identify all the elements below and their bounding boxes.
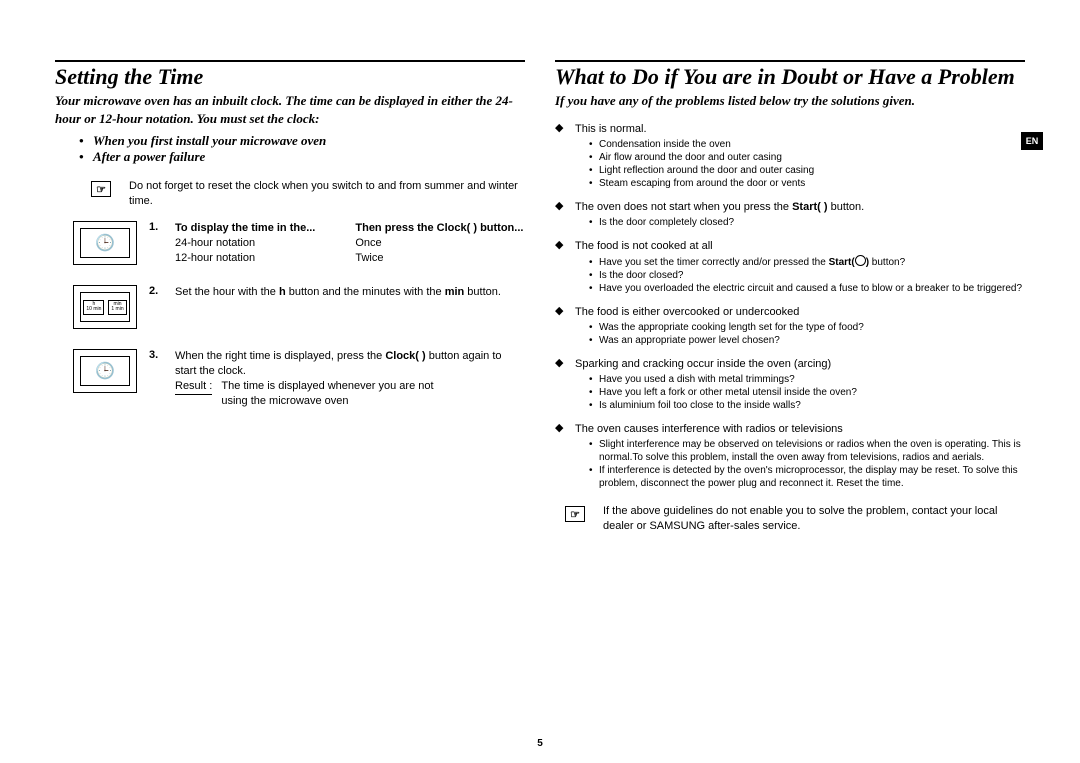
problem-heading: ◆This is normal. (555, 122, 1025, 136)
rule (55, 60, 525, 62)
step1-col1-header: To display the time in the... (175, 221, 315, 236)
step-1: 🕒 1. To display the time in the... 24-ho… (55, 221, 525, 266)
right-column: What to Do if You are in Doubt or Have a… (555, 60, 1025, 546)
problem-subitem: Have you left a fork or other metal uten… (589, 386, 1025, 399)
note-text: Do not forget to reset the clock when yo… (129, 179, 525, 209)
step-2: h10 min min1 min 2. Set the hour with th… (55, 285, 525, 329)
step1-col2-header: Then press the Clock( ) button... (355, 221, 523, 236)
problem-heading: ◆The food is not cooked at all (555, 239, 1025, 253)
step-body: Set the hour with the h button and the m… (175, 285, 525, 300)
problem-sublist: Slight interference may be observed on t… (555, 438, 1025, 490)
problem-item: ◆Sparking and cracking occur inside the … (555, 357, 1025, 412)
problem-subitem: Have you used a dish with metal trimming… (589, 373, 1025, 386)
diamond-bullet-icon: ◆ (555, 358, 565, 369)
diamond-bullet-icon: ◆ (555, 306, 565, 317)
problem-item: ◆The food is not cooked at all Have you s… (555, 239, 1025, 294)
problem-sublist: Was the appropriate cooking length set f… (555, 321, 1025, 347)
h-button-icon: h10 min (83, 300, 104, 315)
diagram-clock-icon: 🕒 (73, 349, 137, 393)
step1-r1c1: 24-hour notation (175, 236, 315, 251)
manual-page: EN Setting the Time Your microwave oven … (0, 0, 1080, 763)
intro-bullet: When you first install your microwave ov… (93, 133, 525, 149)
problems-list: ◆This is normal. Condensation inside the … (555, 122, 1025, 491)
min-button-icon: min1 min (108, 300, 126, 315)
problem-item: ◆This is normal. Condensation inside the … (555, 122, 1025, 190)
problem-item: ◆The food is either overcooked or underc… (555, 305, 1025, 347)
diamond-bullet-icon: ◆ (555, 201, 565, 212)
section-title-right: What to Do if You are in Doubt or Have a… (555, 65, 1025, 88)
problem-sublist: Have you used a dish with metal trimming… (555, 373, 1025, 412)
left-column: Setting the Time Your microwave oven has… (55, 60, 525, 546)
step-3: 🕒 3. When the right time is displayed, p… (55, 349, 525, 408)
problem-subitem: Air flow around the door and outer casin… (589, 151, 1025, 164)
final-note-row: ☞ If the above guidelines do not enable … (555, 504, 1025, 534)
problem-subitem: Slight interference may be observed on t… (589, 438, 1025, 464)
note-icon: ☞ (565, 506, 585, 522)
step-number: 3. (149, 349, 163, 361)
problem-subitem: Have you set the timer correctly and/or … (589, 256, 1025, 269)
problem-subitem: Light reflection around the door and out… (589, 164, 1025, 177)
problem-item: ◆The oven causes interference with radio… (555, 422, 1025, 490)
problem-subitem: Is aluminium foil too close to the insid… (589, 399, 1025, 412)
problem-heading: ◆The oven causes interference with radio… (555, 422, 1025, 436)
problem-subitem: Is the door completely closed? (589, 216, 1025, 229)
problem-sublist: Have you set the timer correctly and/or … (555, 256, 1025, 295)
page-number: 5 (0, 738, 1080, 749)
final-note-text: If the above guidelines do not enable yo… (603, 504, 1025, 534)
step1-r2c1: 12-hour notation (175, 251, 315, 266)
rule (555, 60, 1025, 62)
problem-heading: ◆Sparking and cracking occur inside the … (555, 357, 1025, 371)
diamond-bullet-icon: ◆ (555, 123, 565, 134)
result-text: The time is displayed whenever you are n… (221, 379, 451, 409)
section-title-left: Setting the Time (55, 65, 525, 88)
step-number: 1. (149, 221, 163, 233)
clock-icon: 🕒 (95, 233, 115, 253)
diamond-bullet-icon: ◆ (555, 240, 565, 251)
intro-bullet: After a power failure (93, 149, 525, 165)
diagram-time-buttons: h10 min min1 min (73, 285, 137, 329)
diagram-clock-icon: 🕒 (73, 221, 137, 265)
intro-bullets: When you first install your microwave ov… (55, 133, 525, 165)
problem-item: ◆The oven does not start when you press … (555, 200, 1025, 229)
note-row: ☞ Do not forget to reset the clock when … (55, 179, 525, 209)
problem-heading: ◆The food is either overcooked or underc… (555, 305, 1025, 319)
intro-text: Your microwave oven has an inbuilt clock… (55, 92, 525, 127)
note-icon: ☞ (91, 181, 111, 197)
diamond-bullet-icon: ◆ (555, 423, 565, 434)
step-body: When the right time is displayed, press … (175, 349, 525, 408)
clock-icon: 🕒 (95, 361, 115, 381)
step-body: To display the time in the... 24-hour no… (175, 221, 525, 266)
problem-subitem: Condensation inside the oven (589, 138, 1025, 151)
problem-subitem: Have you overloaded the electric circuit… (589, 282, 1025, 295)
problem-sublist: Is the door completely closed? (555, 216, 1025, 229)
problem-subitem: Was the appropriate cooking length set f… (589, 321, 1025, 334)
step1-r1c2: Once (355, 236, 523, 251)
intro-text: If you have any of the problems listed b… (555, 92, 1025, 110)
problem-heading: ◆The oven does not start when you press … (555, 200, 1025, 214)
problem-subitem: Is the door closed? (589, 269, 1025, 282)
step1-r2c2: Twice (355, 251, 523, 266)
problem-subitem: Steam escaping from around the door or v… (589, 177, 1025, 190)
problem-sublist: Condensation inside the ovenAir flow aro… (555, 138, 1025, 190)
problem-subitem: Was an appropriate power level chosen? (589, 334, 1025, 347)
problem-subitem: If interference is detected by the oven'… (589, 464, 1025, 490)
step-number: 2. (149, 285, 163, 297)
result-label: Result : (175, 379, 212, 395)
